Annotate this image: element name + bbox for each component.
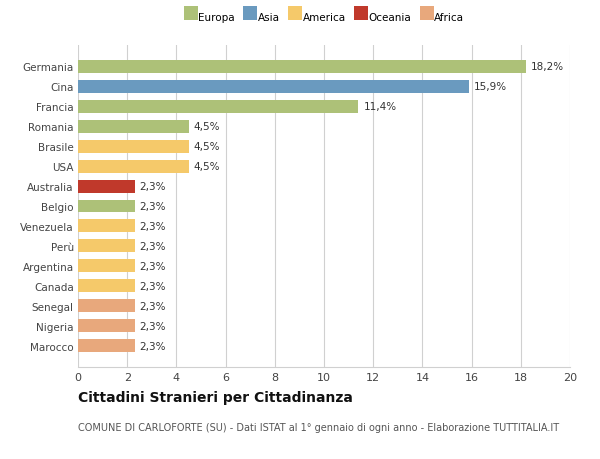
- Text: 4,5%: 4,5%: [194, 122, 220, 132]
- Bar: [78, 320, 134, 333]
- Text: 2,3%: 2,3%: [139, 202, 166, 212]
- Text: 2,3%: 2,3%: [139, 281, 166, 291]
- Text: COMUNE DI CARLOFORTE (SU) - Dati ISTAT al 1° gennaio di ogni anno - Elaborazione: COMUNE DI CARLOFORTE (SU) - Dati ISTAT a…: [78, 422, 559, 432]
- Text: Cittadini Stranieri per Cittadinanza: Cittadini Stranieri per Cittadinanza: [78, 390, 353, 404]
- Text: 18,2%: 18,2%: [530, 62, 564, 72]
- Bar: [78, 300, 134, 313]
- Text: 4,5%: 4,5%: [194, 142, 220, 152]
- Bar: [78, 260, 134, 273]
- Text: 4,5%: 4,5%: [194, 162, 220, 172]
- Text: 11,4%: 11,4%: [364, 102, 397, 112]
- Bar: [78, 61, 526, 73]
- Bar: [78, 101, 358, 113]
- Text: 15,9%: 15,9%: [474, 82, 507, 92]
- Bar: [78, 200, 134, 213]
- Bar: [78, 240, 134, 253]
- Legend: Europa, Asia, America, Oceania, Africa: Europa, Asia, America, Oceania, Africa: [184, 12, 464, 22]
- Text: 2,3%: 2,3%: [139, 301, 166, 311]
- Bar: [78, 280, 134, 293]
- Bar: [78, 140, 188, 153]
- Text: 2,3%: 2,3%: [139, 182, 166, 191]
- Text: 2,3%: 2,3%: [139, 222, 166, 231]
- Text: 2,3%: 2,3%: [139, 241, 166, 252]
- Bar: [78, 80, 469, 93]
- Bar: [78, 340, 134, 353]
- Text: 2,3%: 2,3%: [139, 321, 166, 331]
- Text: 2,3%: 2,3%: [139, 341, 166, 351]
- Bar: [78, 220, 134, 233]
- Text: 2,3%: 2,3%: [139, 261, 166, 271]
- Bar: [78, 160, 188, 173]
- Bar: [78, 180, 134, 193]
- Bar: [78, 120, 188, 133]
